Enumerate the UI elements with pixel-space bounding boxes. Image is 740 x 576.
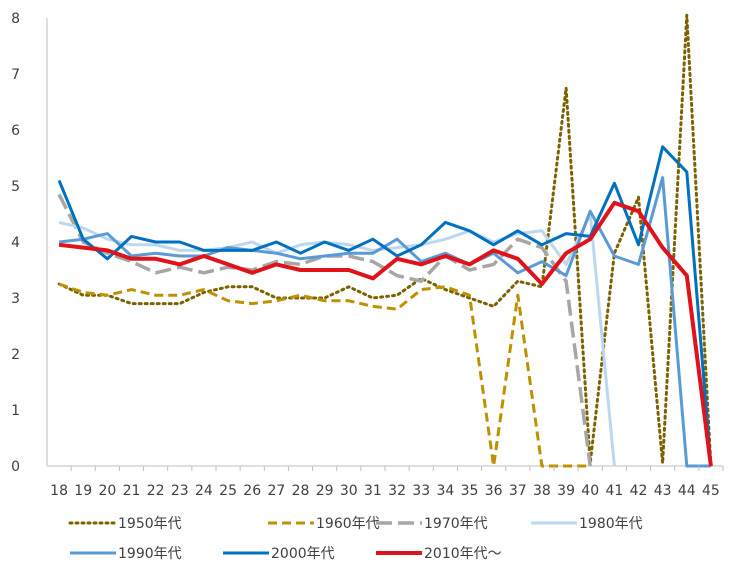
x-tick-label: 29: [316, 483, 334, 499]
x-tick-label: 24: [195, 483, 213, 499]
x-tick-label: 30: [340, 483, 358, 499]
x-tick-label: 41: [605, 483, 623, 499]
x-tick-label: 20: [98, 483, 116, 499]
series-line-2: [57, 193, 592, 467]
y-tick-label: 6: [11, 123, 20, 139]
y-tick-label: 2: [11, 347, 20, 363]
x-tick-label: 40: [581, 483, 599, 499]
x-tick-label: 21: [123, 483, 141, 499]
legend-label-6: 2010年代～: [424, 546, 502, 562]
series-line-4: [58, 176, 711, 468]
x-tick-label: 34: [436, 483, 454, 499]
y-tick-label: 4: [11, 235, 20, 251]
y-tick-label: 0: [11, 459, 20, 475]
series-lines: [57, 13, 713, 468]
x-tick-label: 26: [243, 483, 261, 499]
y-tick-label: 8: [11, 11, 20, 27]
axes: [46, 18, 723, 467]
x-tick-label: 28: [292, 483, 310, 499]
legend-label-0: 1950年代: [118, 516, 182, 532]
legend-label-3: 1980年代: [579, 516, 643, 532]
x-tick-label: 25: [219, 483, 237, 499]
x-tick-label: 37: [509, 483, 527, 499]
x-tick-label: 44: [678, 483, 696, 499]
series-line-6: [58, 200, 713, 467]
x-tick-label: 45: [702, 483, 720, 499]
series-line-3: [58, 212, 616, 467]
y-tick-label: 3: [11, 291, 20, 307]
x-axis-ticks: 18 19 20 21 22 23 24 25 26 27 28 29 30 31 32 33 34 35 36 37…: [50, 466, 724, 499]
series-line-0: [57, 13, 713, 468]
y-axis-ticks: 0 1 2 3 4 5 6 7 8: [11, 11, 20, 475]
x-tick-label: 36: [485, 483, 503, 499]
x-tick-label: 31: [364, 483, 382, 499]
x-tick-label: 32: [388, 483, 406, 499]
x-tick-label: 27: [267, 483, 285, 499]
series-line-5: [57, 145, 713, 467]
x-tick-label: 39: [557, 483, 575, 499]
legend: 1950年代 1960年代 1970年代 1980年代 1990年代 2000年代 2010…: [68, 516, 643, 562]
x-tick-label: 43: [654, 483, 672, 499]
series-line-1: [58, 282, 591, 468]
legend-label-1: 1960年代: [316, 516, 380, 532]
x-tick-label: 23: [171, 483, 189, 499]
legend-label-4: 1990年代: [118, 546, 182, 562]
x-tick-label: 33: [412, 483, 430, 499]
x-tick-label: 22: [147, 483, 165, 499]
y-tick-label: 1: [11, 403, 20, 419]
legend-label-5: 2000年代: [271, 546, 335, 562]
x-tick-label: 18: [50, 483, 68, 499]
y-tick-label: 7: [11, 67, 20, 83]
x-tick-label: 38: [533, 483, 551, 499]
y-tick-label: 5: [11, 179, 20, 195]
x-tick-label: 42: [630, 483, 648, 499]
legend-label-2: 1970年代: [424, 516, 488, 532]
x-tick-label: 19: [74, 483, 92, 499]
x-tick-label: 35: [461, 483, 479, 499]
